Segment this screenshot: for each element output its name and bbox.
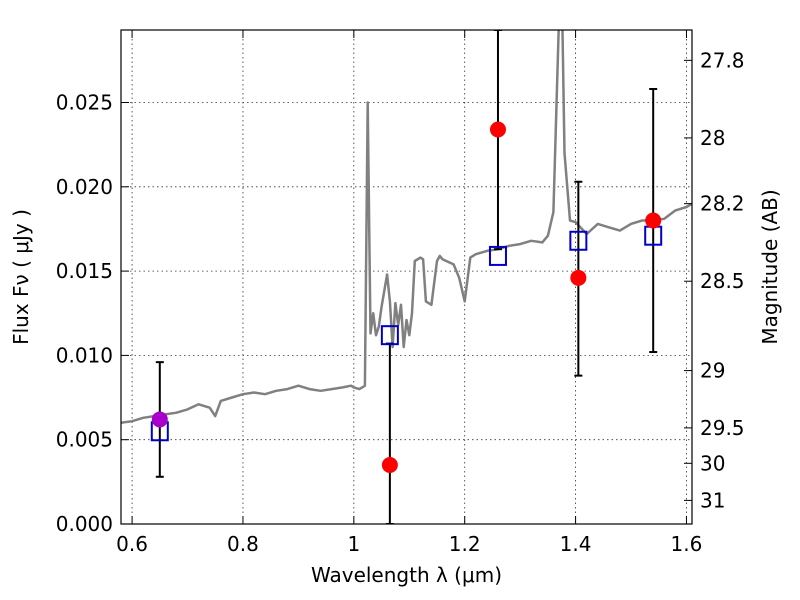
y2-axis-label: Magnitude (AB) bbox=[758, 189, 782, 344]
x-tick-label: 1.4 bbox=[560, 532, 592, 556]
y2-tick-label: 28 bbox=[700, 126, 725, 150]
x-axis-label: Wavelength λ (μm) bbox=[311, 563, 502, 587]
spectrum-layer bbox=[121, 30, 692, 425]
x-tick-label: 1.6 bbox=[671, 532, 703, 556]
y-tick-label: 0.020 bbox=[56, 175, 113, 199]
observed-point-marker bbox=[489, 121, 506, 138]
grid-layer bbox=[121, 30, 692, 525]
observed-point-marker bbox=[570, 269, 587, 286]
x-tick-label: 1 bbox=[347, 532, 360, 556]
y2-tick-label: 28.5 bbox=[700, 269, 745, 293]
label-layer: Wavelength λ (μm) Flux Fν ( μJy ) Magnit… bbox=[9, 189, 782, 587]
model-square-marker bbox=[569, 230, 588, 251]
observed-point-marker bbox=[645, 212, 662, 229]
observed-point-marker bbox=[381, 456, 398, 473]
y2-tick-label: 27.8 bbox=[700, 48, 745, 72]
model-square-marker bbox=[488, 245, 507, 266]
x-tick-label: 0.8 bbox=[227, 532, 259, 556]
y2-tick-label: 29 bbox=[700, 359, 725, 383]
tick-layer: 0.6 0.8 1 1.2 1.4 1.6 0.000 0.005 0.010 0.015 0.02… bbox=[56, 30, 745, 556]
y2-tick-label: 29.5 bbox=[700, 416, 745, 440]
observed-point-highlight-marker bbox=[151, 411, 168, 428]
x-tick-label: 0.6 bbox=[116, 532, 148, 556]
model-square-marker bbox=[380, 325, 399, 346]
template-spectrum-line bbox=[121, 30, 692, 425]
y-tick-label: 0.005 bbox=[56, 428, 113, 452]
y-axis-label: Flux Fν ( μJy ) bbox=[9, 209, 33, 345]
y2-tick-label: 30 bbox=[700, 451, 725, 475]
y2-tick-label: 31 bbox=[700, 488, 725, 512]
y-tick-label: 0.025 bbox=[56, 90, 113, 114]
y-tick-label: 0.000 bbox=[56, 512, 113, 536]
y-tick-label: 0.015 bbox=[56, 259, 113, 283]
plot-frame bbox=[120, 29, 693, 525]
y2-tick-label: 28.2 bbox=[700, 192, 745, 216]
y-tick-label: 0.010 bbox=[56, 343, 113, 367]
x-tick-label: 1.2 bbox=[449, 532, 481, 556]
marker-layer bbox=[150, 121, 663, 473]
